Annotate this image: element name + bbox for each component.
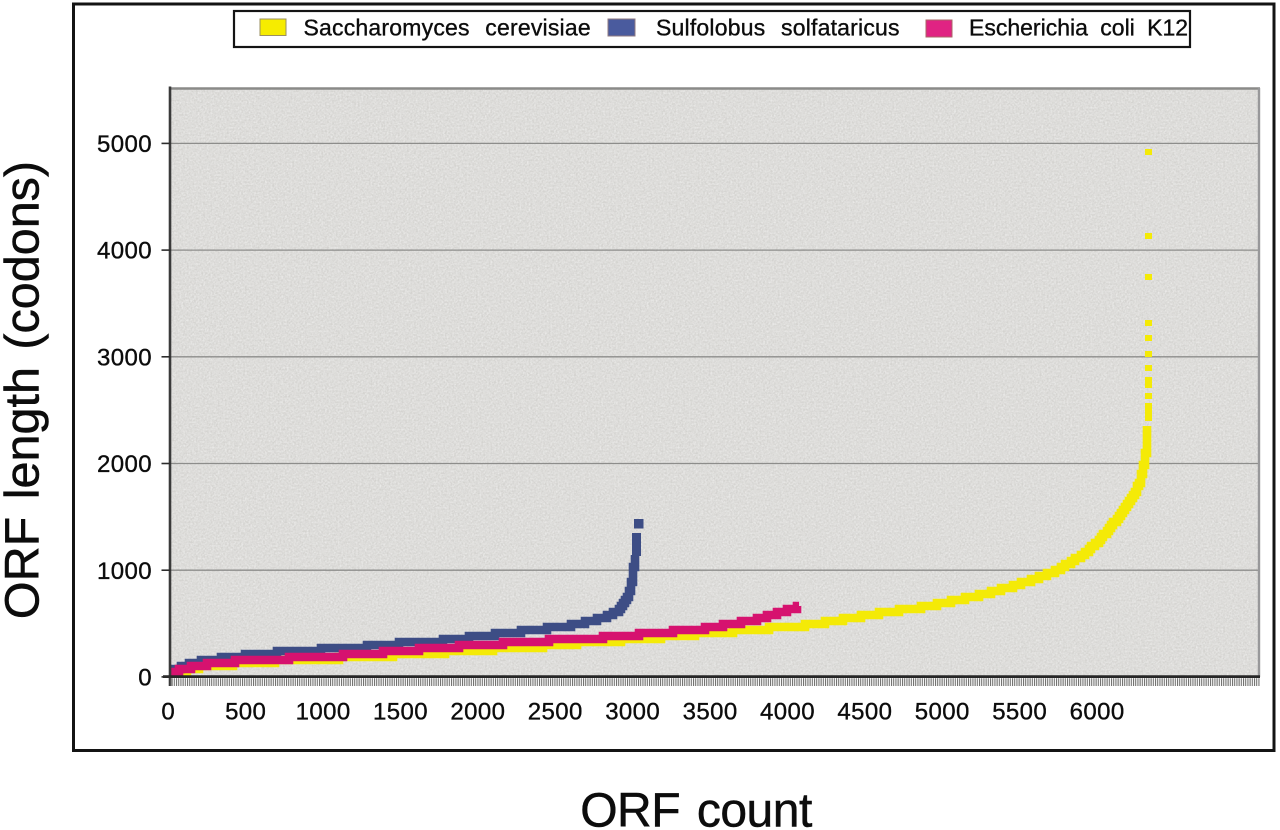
svg-text:3500: 3500 (683, 698, 738, 725)
svg-text:5500: 5500 (992, 698, 1047, 725)
svg-text:ORF length (codons): ORF length (codons) (0, 161, 50, 619)
svg-text:2000: 2000 (97, 451, 152, 478)
svg-text:0: 0 (138, 665, 152, 692)
svg-text:1000: 1000 (97, 558, 152, 585)
svg-text:Sulfolobus solfataricus: Sulfolobus solfataricus (656, 15, 900, 41)
svg-text:ORF count: ORF count (580, 785, 812, 830)
svg-text:Escherichia coli K12: Escherichia coli K12 (969, 15, 1188, 41)
svg-text:1000: 1000 (296, 698, 351, 725)
svg-text:2000: 2000 (450, 698, 505, 725)
svg-text:5000: 5000 (97, 131, 152, 158)
svg-text:4000: 4000 (97, 238, 152, 265)
svg-text:5000: 5000 (915, 698, 970, 725)
svg-text:Saccharomyces cerevisiae: Saccharomyces cerevisiae (304, 15, 591, 41)
svg-text:0: 0 (161, 698, 175, 725)
svg-text:3000: 3000 (605, 698, 660, 725)
svg-text:4500: 4500 (837, 698, 892, 725)
svg-text:3000: 3000 (97, 344, 152, 371)
svg-text:6000: 6000 (1070, 698, 1125, 725)
svg-text:1500: 1500 (373, 698, 428, 725)
svg-text:2500: 2500 (528, 698, 583, 725)
svg-text:500: 500 (225, 698, 266, 725)
svg-text:4000: 4000 (760, 698, 815, 725)
